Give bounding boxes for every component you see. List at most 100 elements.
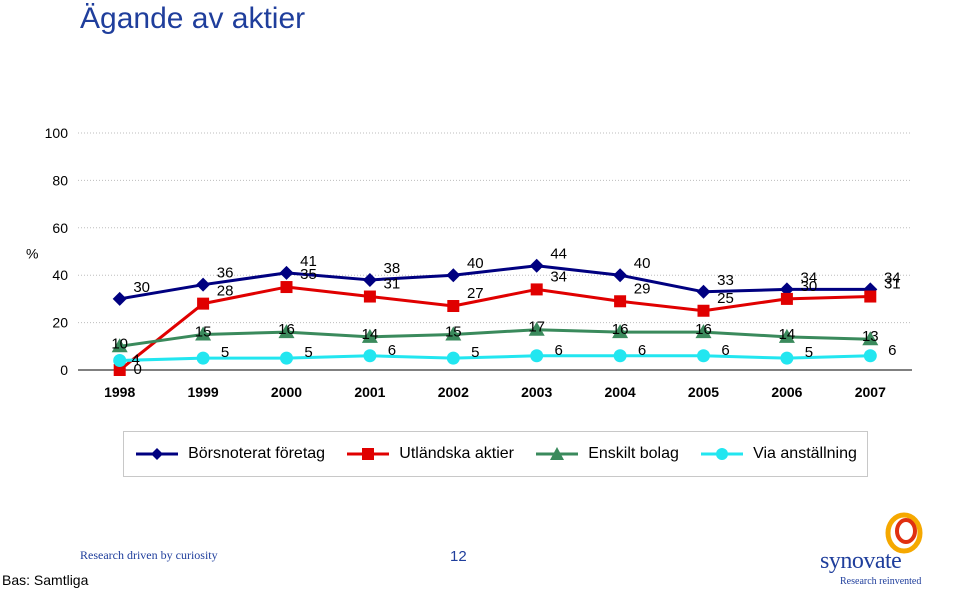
data-point-diamond <box>112 291 127 306</box>
data-label: 40 <box>467 255 484 272</box>
data-label: 5 <box>471 344 479 361</box>
legend-label: Via anställning <box>753 445 857 462</box>
data-label: 6 <box>638 342 646 359</box>
data-label: 17 <box>528 319 545 336</box>
legend-marker-circle-icon <box>701 448 744 460</box>
chart-legend: Börsnoterat företag Utländska aktier Ens… <box>123 431 868 477</box>
x-tick-label: 2006 <box>771 384 802 400</box>
data-point-square <box>197 297 210 310</box>
data-label: 14 <box>362 326 379 343</box>
data-point-diamond <box>529 258 544 273</box>
legend-marker-triangle-icon <box>536 447 579 460</box>
x-tick-label: 2000 <box>271 384 302 400</box>
data-point-circle <box>613 349 627 363</box>
data-point-circle <box>446 351 460 365</box>
data-label: 16 <box>612 321 629 338</box>
x-tick-label: 2005 <box>688 384 719 400</box>
data-point-circle <box>196 351 210 365</box>
data-label: 41 <box>300 253 317 270</box>
base-note: Bas: Samtliga <box>2 572 89 588</box>
data-label: 6 <box>888 342 896 359</box>
data-label: 34 <box>884 269 901 286</box>
x-tick-label: 2004 <box>605 384 636 400</box>
data-point-square <box>447 300 460 313</box>
data-point-circle <box>530 349 544 363</box>
data-point-diamond <box>362 272 377 287</box>
data-label: 27 <box>467 285 484 302</box>
data-label: 28 <box>217 283 234 300</box>
data-label: 30 <box>801 278 818 295</box>
legend-marker-square-icon <box>347 448 390 460</box>
x-tick-label: 1998 <box>104 384 135 400</box>
data-point-triangle <box>361 328 378 343</box>
data-label: 0 <box>134 361 142 378</box>
data-label: 15 <box>195 323 212 340</box>
y-tick-label: 100 <box>45 125 69 141</box>
data-point-diamond <box>696 284 711 299</box>
y-tick-label: 0 <box>60 362 68 378</box>
footer-tagline: Research driven by curiosity <box>80 548 218 562</box>
series-line <box>119 328 871 348</box>
data-label: 35 <box>300 266 317 283</box>
data-label: 14 <box>779 326 796 343</box>
x-tick-label: 2001 <box>354 384 385 400</box>
brand-block: synovate Research reinvented <box>820 512 930 590</box>
data-label: 5 <box>805 344 813 361</box>
legend-label: Börsnoterat företag <box>188 445 326 462</box>
page-title: Ägande av aktier <box>80 2 306 35</box>
y-axis-label: % <box>26 246 38 262</box>
data-point-square <box>864 290 877 303</box>
page-number: 12 <box>450 548 467 565</box>
legend-item-enskilt: Enskilt bolag <box>534 445 679 463</box>
series-line <box>119 354 871 363</box>
data-label: 38 <box>384 260 401 277</box>
data-point-square <box>697 304 710 317</box>
legend-item-utlandska: Utländska aktier <box>345 445 514 463</box>
data-label: 33 <box>717 272 734 289</box>
data-point-diamond <box>279 265 294 280</box>
data-point-circle <box>780 351 794 365</box>
data-label: 4 <box>132 352 140 369</box>
data-point-square <box>530 283 543 296</box>
x-tick-label: 2007 <box>855 384 886 400</box>
data-label: 31 <box>884 276 901 293</box>
data-point-circle <box>697 349 710 363</box>
data-labels: 30 36 41 38 40 44 40 33 34 34 0 28 35 31 27 34 29 25 30 31 1… <box>111 246 900 378</box>
gridlines <box>78 132 912 324</box>
y-tick-label: 40 <box>52 267 68 283</box>
data-label: 5 <box>221 344 229 361</box>
data-label: 44 <box>550 246 567 263</box>
data-label: 34 <box>550 268 567 285</box>
data-label: 30 <box>133 279 150 296</box>
data-point-square <box>363 290 376 303</box>
data-point-triangle <box>445 326 462 341</box>
data-label: 6 <box>721 342 729 359</box>
data-point-triangle <box>695 324 712 339</box>
legend-item-borsnoterat: Börsnoterat företag <box>134 445 325 463</box>
data-label: 40 <box>634 255 651 272</box>
data-point-square <box>780 292 793 305</box>
synovate-logo-icon <box>885 512 923 554</box>
y-tick-label: 20 <box>52 315 68 331</box>
x-tick-label: 2003 <box>521 384 552 400</box>
x-tick-label: 2002 <box>438 384 469 400</box>
data-point-triangle <box>862 331 879 346</box>
data-label: 16 <box>278 321 295 338</box>
legend-item-via-anstallning: Via anställning <box>699 445 857 463</box>
legend-label: Enskilt bolag <box>588 445 679 462</box>
data-label: 6 <box>388 342 396 359</box>
series-layer <box>111 258 879 376</box>
data-label: 25 <box>717 290 734 307</box>
data-point-triangle <box>195 326 212 341</box>
brand-name: synovate <box>820 548 902 574</box>
series-line <box>119 264 871 301</box>
brand-tagline: Research reinvented <box>840 576 922 587</box>
data-label: 6 <box>555 342 563 359</box>
data-point-square <box>113 364 126 376</box>
data-point-square <box>614 295 627 308</box>
data-point-triangle <box>278 324 295 339</box>
data-point-triangle <box>778 328 795 343</box>
data-point-triangle <box>528 321 545 336</box>
